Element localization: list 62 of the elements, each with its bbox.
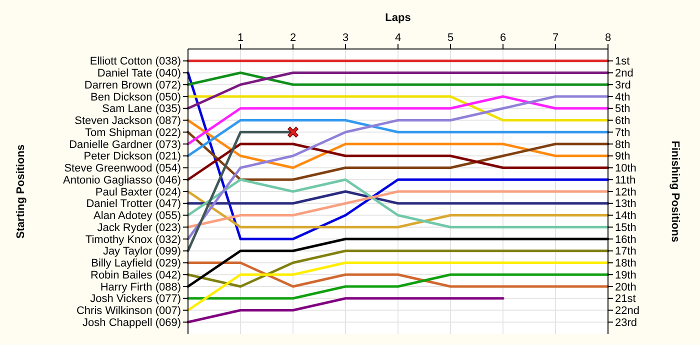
y2-tick-label: 7th [615, 126, 630, 139]
category-label: Peter Dickson (021) [84, 150, 181, 163]
category-label: Josh Chappell (069) [82, 316, 181, 329]
category-label: Antonio Gagliasso (046) [62, 174, 181, 186]
line-series [186, 142, 610, 181]
y2-tick-label: 12th [615, 186, 636, 198]
x-tick-label: 7 [552, 32, 559, 44]
category-label: Sam Lane (035) [102, 103, 181, 116]
x-tick-label: 5 [447, 32, 454, 44]
y2-tick-label: 17th [615, 246, 636, 258]
category-label: Timothy Knox (032) [85, 234, 181, 246]
line-series [186, 130, 610, 181]
y2-tick-label: 6th [615, 115, 630, 128]
y2-tick-label: 4th [615, 91, 630, 104]
line-series [186, 250, 610, 288]
y2-tick-label: 3rd [615, 79, 631, 92]
x-tick-label: 4 [394, 32, 402, 44]
category-label: Alan Adotey (055) [94, 210, 181, 222]
y2-tick-label: 11th [615, 174, 636, 186]
category-label: Tom Shipman (022) [85, 126, 181, 139]
category-label: Elliott Cotton (038) [90, 56, 181, 68]
category-label: Billy Layfield (029) [91, 258, 181, 270]
y2-tick-label: 16th [615, 234, 636, 246]
category-label: Jack Ryder (023) [97, 222, 181, 234]
y2-tick-label: 1st [615, 56, 630, 68]
category-label: Robin Bailes (042) [90, 269, 181, 282]
category-label: Josh Vickers (077) [90, 293, 181, 306]
category-label: Jay Taylor (099) [102, 246, 181, 258]
x-tick-label: 1 [237, 32, 244, 44]
text: Starting Positions [15, 144, 27, 239]
y2-tick-label: 23rd [615, 316, 638, 329]
category-label: Daniel Trotter (047) [86, 198, 181, 210]
y2-axis-title: Finishing Positions [669, 140, 681, 242]
y2-tick-label: 10th [615, 162, 636, 175]
line-series [186, 178, 610, 228]
category-label: Darren Brown (072) [84, 79, 181, 92]
y2-tick-label: 8th [615, 138, 630, 151]
category-label: Steven Jackson (087) [74, 115, 181, 128]
category-label: Ben Dickson (050) [90, 91, 181, 104]
category-label: Danielle Gardner (073) [69, 138, 181, 151]
x-tick-label: 6 [500, 32, 506, 44]
y2-tick-label: 21st [615, 293, 636, 306]
line-series [186, 119, 610, 169]
y2-tick-label: 15th [615, 222, 636, 234]
y2-tick-label: 14th [615, 210, 636, 222]
x-tick-label: 2 [290, 32, 296, 44]
category-label: Paul Baxter (024) [95, 186, 181, 198]
y2-tick-label: 2nd [615, 68, 634, 80]
y2-tick-label: 20th [615, 281, 636, 294]
category-label: Harry Firth (088) [100, 281, 181, 294]
y2-tick-label: 9th [615, 150, 630, 163]
category-label: Steve Greenwood (054) [64, 162, 181, 175]
y2-tick-label: 13th [615, 198, 636, 210]
y2-tick-label: 18th [615, 258, 636, 270]
x-tick-label: 3 [342, 32, 349, 44]
x-axis-title: Laps [385, 12, 411, 24]
category-label: Daniel Tate (040) [97, 68, 181, 80]
y2-tick-label: 19th [615, 269, 636, 282]
category-label: Chris Wilkinson (007) [76, 305, 181, 318]
y2-tick-label: 22nd [615, 305, 640, 318]
x-tick-label: 8 [604, 32, 612, 44]
y2-tick-label: 5th [615, 103, 630, 116]
